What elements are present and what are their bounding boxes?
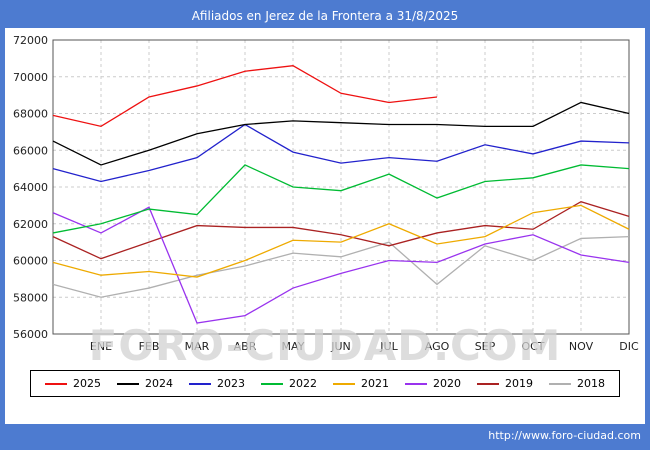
legend-label: 2019 bbox=[505, 377, 533, 390]
series-line-2024 bbox=[52, 101, 630, 166]
x-tick-label: MAR bbox=[185, 340, 210, 353]
footer: http://www.foro-ciudad.com bbox=[5, 424, 645, 446]
legend-swatch-2024 bbox=[117, 382, 139, 385]
legend-swatch-2020 bbox=[405, 382, 427, 385]
x-tick-label: MAY bbox=[282, 340, 305, 353]
x-tick-label: ABR bbox=[234, 340, 257, 353]
series-line-2025 bbox=[52, 65, 438, 128]
x-tick-label: DIC bbox=[619, 340, 639, 353]
x-tick-label: SEP bbox=[475, 340, 496, 353]
series-line-2022 bbox=[52, 164, 630, 234]
legend-item-2025: 2025 bbox=[45, 377, 101, 390]
x-tick-label: FEB bbox=[139, 340, 160, 353]
legend: 2025 2024 2023 2022 2021 2020 2019 2018 bbox=[30, 370, 620, 397]
legend-swatch-2019 bbox=[477, 382, 499, 385]
y-tick-label: 72000 bbox=[13, 34, 48, 47]
chart-title: Afiliados en Jerez de la Frontera a 31/8… bbox=[191, 9, 459, 23]
title-bar: Afiliados en Jerez de la Frontera a 31/8… bbox=[5, 4, 645, 28]
legend-swatch-2023 bbox=[189, 382, 211, 385]
legend-label: 2018 bbox=[577, 377, 605, 390]
y-tick-label: 68000 bbox=[13, 108, 48, 121]
legend-label: 2023 bbox=[217, 377, 245, 390]
legend-item-2021: 2021 bbox=[333, 377, 389, 390]
series-line-2020 bbox=[52, 206, 630, 324]
series-line-2023 bbox=[52, 123, 630, 183]
x-tick-label: NOV bbox=[569, 340, 594, 353]
legend-item-2024: 2024 bbox=[117, 377, 173, 390]
plot-border bbox=[52, 39, 630, 335]
legend-label: 2021 bbox=[361, 377, 389, 390]
y-tick-label: 56000 bbox=[13, 328, 48, 341]
legend-swatch-2022 bbox=[261, 382, 283, 385]
x-tick-label: OCT bbox=[521, 340, 544, 353]
chart-svg: 56000 58000 60000 62000 64000 66000 68000 70000… bbox=[13, 34, 639, 353]
legend-item-2018: 2018 bbox=[549, 377, 605, 390]
x-tick-label: ENE bbox=[90, 340, 112, 353]
y-tick-label: 62000 bbox=[13, 218, 48, 231]
legend-label: 2025 bbox=[73, 377, 101, 390]
series-line-2019 bbox=[52, 200, 630, 260]
y-tick-label: 64000 bbox=[13, 181, 48, 194]
y-tick-label: 60000 bbox=[13, 255, 48, 268]
legend-item-2022: 2022 bbox=[261, 377, 317, 390]
y-tick-label: 58000 bbox=[13, 291, 48, 304]
legend-swatch-2021 bbox=[333, 382, 355, 385]
legend-item-2020: 2020 bbox=[405, 377, 461, 390]
legend-label: 2020 bbox=[433, 377, 461, 390]
legend-swatch-2018 bbox=[549, 382, 571, 385]
y-tick-label: 70000 bbox=[13, 71, 48, 84]
series-line-2018 bbox=[52, 235, 630, 298]
chart-area: 56000 58000 60000 62000 64000 66000 68000 70000… bbox=[5, 28, 645, 424]
legend-item-2019: 2019 bbox=[477, 377, 533, 390]
legend-label: 2024 bbox=[145, 377, 173, 390]
legend-swatch-2025 bbox=[45, 382, 67, 385]
series-line-2021 bbox=[52, 204, 630, 278]
x-tick-label: JUN bbox=[330, 340, 351, 353]
y-tick-label: 66000 bbox=[13, 144, 48, 157]
legend-label: 2022 bbox=[289, 377, 317, 390]
x-tick-label: JUL bbox=[379, 340, 398, 353]
footer-url[interactable]: http://www.foro-ciudad.com bbox=[488, 428, 641, 442]
x-tick-label: AGO bbox=[425, 340, 450, 353]
legend-item-2023: 2023 bbox=[189, 377, 245, 390]
